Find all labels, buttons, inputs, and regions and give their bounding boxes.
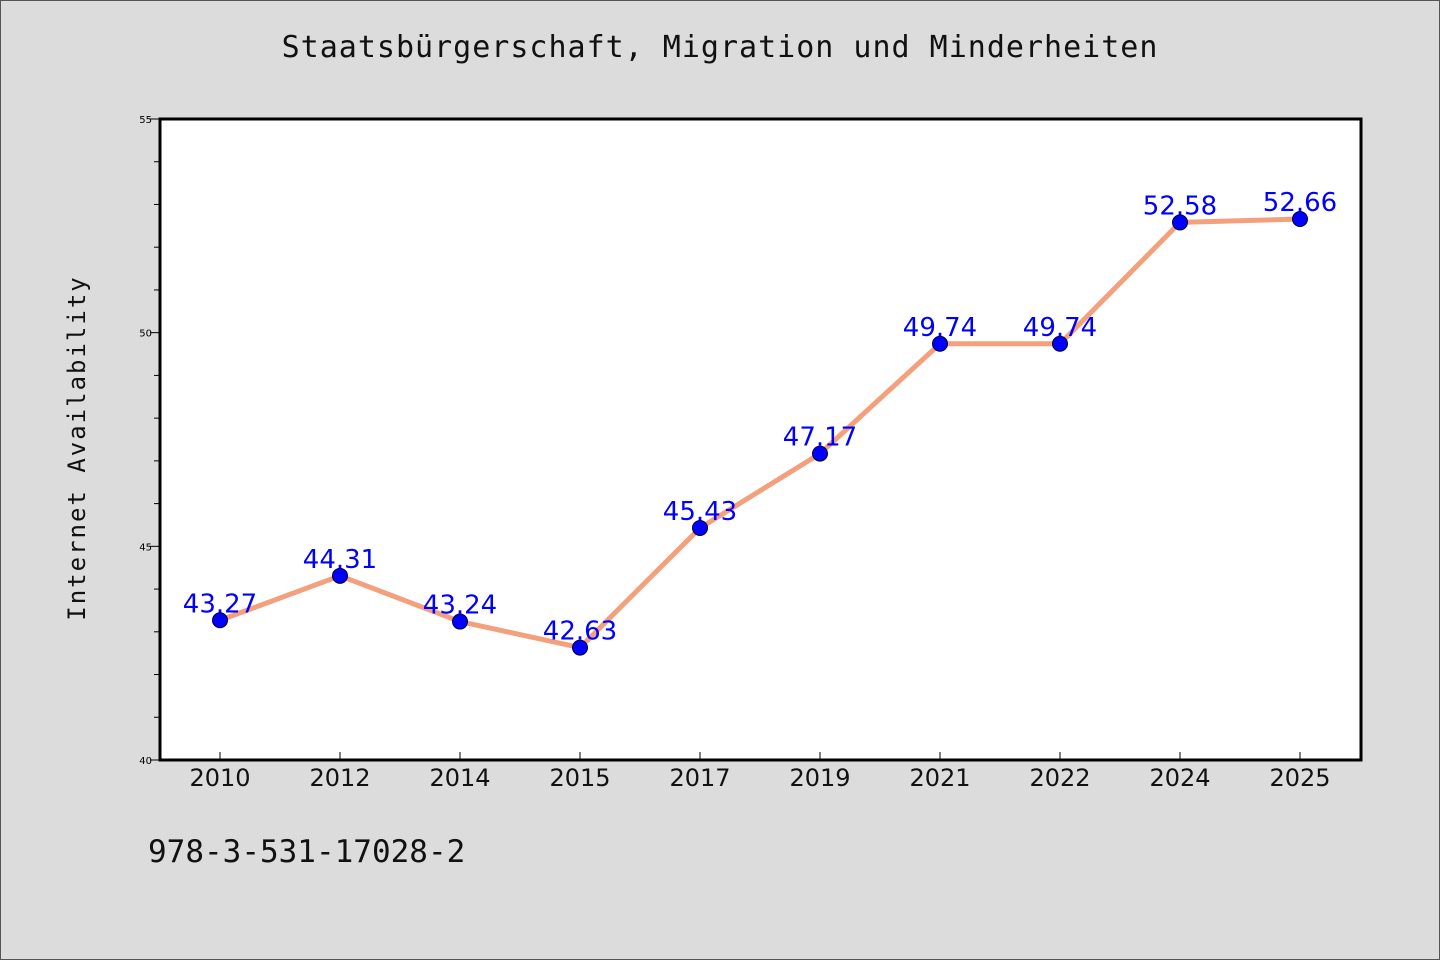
data-point — [452, 613, 468, 630]
series-line — [219, 216, 1301, 651]
data-point — [212, 612, 228, 629]
x-tick-label: 2025 — [1269, 764, 1330, 792]
data-label: 43.27 — [183, 589, 257, 619]
data-label: 49.74 — [1023, 313, 1097, 343]
data-point — [1292, 210, 1308, 227]
x-tick-label: 2022 — [1029, 764, 1090, 792]
series-group: 43.27 44.31 43.24 42.63 45.43 47.17 49.74 49.74… — [183, 188, 1337, 656]
data-point — [332, 567, 348, 584]
data-point — [1052, 335, 1068, 352]
x-tick-label: 2014 — [429, 764, 490, 792]
x-tick-label: 2015 — [549, 764, 610, 792]
data-label: 43.24 — [423, 591, 497, 621]
y-tick-label: 40 — [139, 756, 152, 767]
data-point — [812, 445, 828, 462]
x-tick-label: 2017 — [669, 764, 730, 792]
data-point — [1172, 214, 1188, 231]
x-tick-label: 2010 — [189, 764, 250, 792]
data-label: 52.66 — [1263, 188, 1337, 218]
footer-code: 978-3-531-17028-2 — [148, 834, 466, 870]
y-tick-label: 50 — [139, 329, 152, 340]
data-label: 49.74 — [903, 313, 977, 343]
x-axis: 2010 2012 2014 2015 2017 2019 2021 2022 2024 2025 — [189, 752, 1331, 792]
data-point — [692, 519, 708, 536]
y-tick-label: 45 — [139, 542, 152, 553]
x-tick-label: 2024 — [1149, 764, 1210, 792]
data-label: 42.63 — [543, 617, 617, 647]
data-label: 45.43 — [663, 497, 737, 527]
x-tick-label: 2019 — [789, 764, 850, 792]
data-label: 52.58 — [1143, 191, 1217, 221]
y-axis: 40 45 50 55 — [139, 115, 160, 767]
chart-title: Staatsbürgerschaft, Migration und Minder… — [281, 30, 1159, 65]
plot-area — [158, 117, 1363, 762]
x-tick-label: 2012 — [309, 764, 370, 792]
data-point — [572, 639, 588, 656]
data-label: 47.17 — [783, 423, 857, 453]
x-tick-label: 2021 — [909, 764, 970, 792]
data-point — [932, 335, 948, 352]
y-tick-label: 55 — [139, 115, 152, 126]
data-label: 44.31 — [303, 545, 377, 575]
